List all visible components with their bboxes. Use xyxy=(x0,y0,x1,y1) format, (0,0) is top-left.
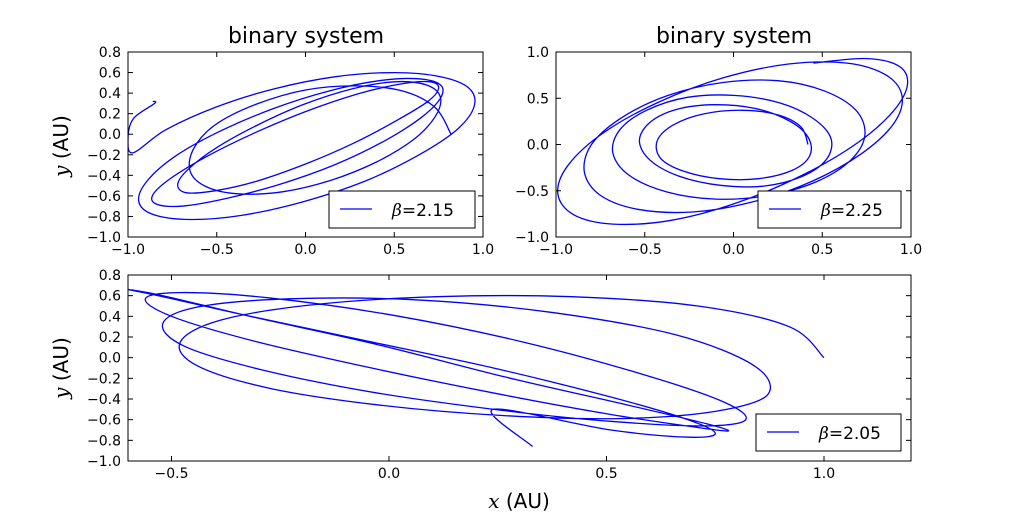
x-tick-label: 0.5 xyxy=(383,242,405,258)
y-tick-label: −0.8 xyxy=(87,209,121,225)
y-tick-label: 0.8 xyxy=(99,268,121,284)
x-tick-label: 0.0 xyxy=(722,242,744,258)
legend-symbol: β xyxy=(391,201,402,221)
axes-frame-bottom xyxy=(127,274,912,462)
x-ticks-top-left: −1.0 −0.5 0.0 0.5 1.0 xyxy=(111,52,494,258)
y-tick-label: 0.0 xyxy=(99,127,121,143)
y-ticks-top-left: 0.8 0.6 0.4 0.2 0.0 −0.2 −0.4 −0.6 −0.8 −1.0 xyxy=(87,45,483,246)
y-tick-label: 0.2 xyxy=(99,330,121,346)
x-tick-label: −1.0 xyxy=(111,242,145,258)
y-tick-label: −0.2 xyxy=(87,371,121,387)
orbit-path-0-0 xyxy=(128,71,476,221)
x-tick-label: −0.5 xyxy=(155,466,189,482)
x-axis-unit: (AU) xyxy=(499,489,549,512)
y-tick-label: −1.0 xyxy=(87,230,121,246)
y-tick-label: 0.0 xyxy=(527,138,549,154)
x-axis-label: x (AU) xyxy=(488,489,550,512)
y-tick-label: 0.6 xyxy=(99,66,121,82)
legend-value: =2.25 xyxy=(831,201,883,221)
legend-label: β=2.05 xyxy=(818,424,881,444)
x-tick-label: −0.5 xyxy=(628,242,662,258)
x-tick-label: 0.5 xyxy=(595,466,617,482)
orbit-series-beta-2.05 xyxy=(128,288,825,447)
y-tick-label: 0.8 xyxy=(99,45,121,61)
y-tick-label: −1.0 xyxy=(515,230,549,246)
legend-label: β=2.15 xyxy=(391,201,454,221)
legend-bottom: β=2.05 xyxy=(755,413,902,452)
x-ticks-top-right: −1.0 −0.5 0.0 0.5 1.0 xyxy=(539,52,922,258)
y-axis-var: y xyxy=(49,165,73,178)
y-tick-label: 1.0 xyxy=(527,45,549,61)
title-top-left: binary system xyxy=(228,24,384,49)
y-tick-label: 0.2 xyxy=(99,107,121,123)
y-tick-label: 0.6 xyxy=(99,289,121,305)
y-tick-label: 0.0 xyxy=(99,351,121,367)
x-tick-label: 0.0 xyxy=(378,466,400,482)
y-ticks-top-right: 1.0 0.5 0.0 −0.5 −1.0 xyxy=(515,45,911,246)
y-tick-label: 0.5 xyxy=(527,91,549,107)
title-top-right: binary system xyxy=(656,24,812,49)
legend-value: =2.15 xyxy=(402,201,454,221)
orbit-series-beta-2.25 xyxy=(557,57,909,226)
y-tick-label: −0.5 xyxy=(515,184,549,200)
y-ticks-bottom: 0.8 0.6 0.4 0.2 0.0 −0.2 −0.4 −0.6 −0.8 −1.0 xyxy=(87,268,911,470)
x-tick-label: 1.0 xyxy=(900,242,922,258)
y-axis-unit: (AU) xyxy=(49,115,73,165)
orbit-series-beta-2.15 xyxy=(128,71,476,221)
y-tick-label: −1.0 xyxy=(87,454,121,470)
x-tick-label: 0.0 xyxy=(294,242,316,258)
y-tick-label: −0.4 xyxy=(87,392,121,408)
y-tick-label: 0.4 xyxy=(99,309,121,325)
x-axis-var: x xyxy=(488,489,499,512)
x-tick-label: 0.5 xyxy=(811,242,833,258)
y-tick-label: −0.4 xyxy=(87,168,121,184)
y-tick-label: −0.6 xyxy=(87,413,121,429)
y-axis-label-top-left: y (AU) xyxy=(49,115,73,178)
y-axis-var: y xyxy=(49,387,73,400)
legend-label: β=2.25 xyxy=(820,201,883,221)
legend-symbol: β xyxy=(820,201,831,221)
x-ticks-bottom: −0.5 0.0 0.5 1.0 xyxy=(155,275,835,482)
plot-bottom: −0.5 0.0 0.5 1.0 0.8 0.6 0.4 0.2 0.0 −0.2 −0.4 −0.… xyxy=(49,268,912,482)
y-axis-unit: (AU) xyxy=(49,337,73,387)
y-tick-label: −0.2 xyxy=(87,148,121,164)
plot-top-right: binary system −1.0 −0.5 0.0 0.5 1.0 1.0 0.5 0.… xyxy=(515,24,922,258)
y-tick-label: 0.4 xyxy=(99,86,121,102)
x-tick-label: −1.0 xyxy=(539,242,573,258)
y-tick-label: −0.6 xyxy=(87,189,121,205)
legend-symbol: β xyxy=(818,424,829,444)
plot-top-left: binary system −1.0 −0.5 0.0 0.5 1.0 0.80.60.… xyxy=(49,24,494,258)
y-axis-label-bottom: y (AU) xyxy=(49,337,73,400)
orbit-path-1-0 xyxy=(557,57,909,226)
y-tick-label: −0.8 xyxy=(87,433,121,449)
legend-top-left: β=2.15 xyxy=(328,190,476,229)
x-tick-label: 1.0 xyxy=(472,242,494,258)
orbit-path-2-0 xyxy=(128,288,825,447)
x-tick-label: 1.0 xyxy=(813,466,835,482)
legend-top-right: β=2.25 xyxy=(757,190,902,229)
x-tick-label: −0.5 xyxy=(200,242,234,258)
legend-value: =2.05 xyxy=(829,424,881,444)
